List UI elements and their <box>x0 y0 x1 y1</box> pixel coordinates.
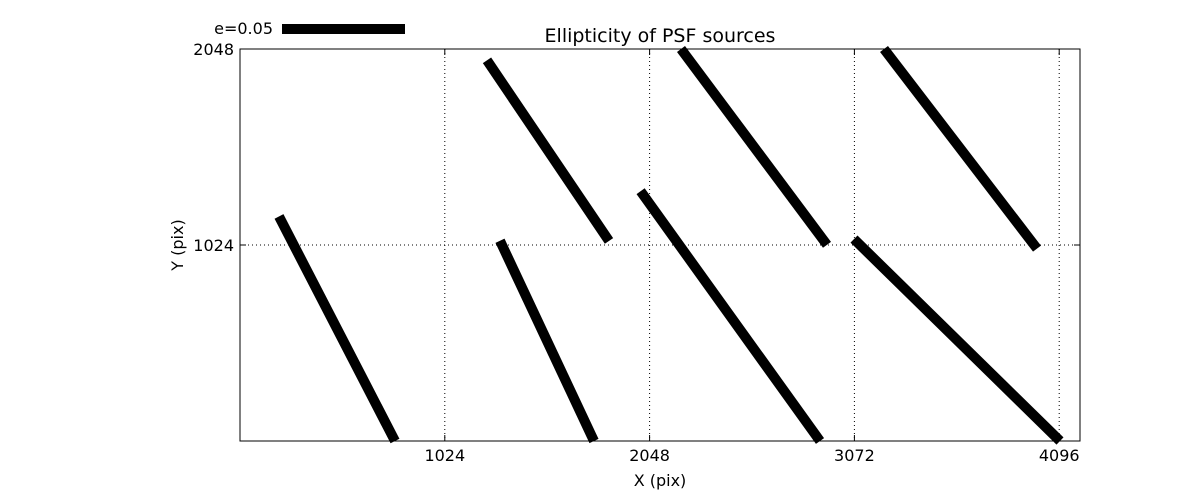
ellipticity-segment <box>850 235 1064 445</box>
ellipticity-segment <box>880 45 1041 252</box>
legend-label: e=0.05 <box>214 19 273 38</box>
y-tick-label: 1024 <box>193 236 234 255</box>
ellipticity-segment <box>482 57 614 244</box>
y-tick-label: 2048 <box>193 40 234 59</box>
ellipticity-segment <box>495 238 599 444</box>
x-tick-label: 4096 <box>1039 446 1080 465</box>
x-tick-label: 2048 <box>629 446 670 465</box>
ellipticity-segment <box>274 214 400 444</box>
x-tick-label: 3072 <box>834 446 875 465</box>
y-axis-label: Y (pix) <box>168 219 187 271</box>
segment-layer <box>274 45 1064 445</box>
ellipticity-segment <box>676 46 832 248</box>
chart-title: Ellipticity of PSF sources <box>545 25 776 47</box>
tick-layer: 1024 2048 3072 4096 1024 2048 <box>193 40 1080 465</box>
ellipticity-segment <box>636 188 825 444</box>
x-tick-label: 1024 <box>424 446 465 465</box>
x-axis-label: X (pix) <box>634 471 687 490</box>
